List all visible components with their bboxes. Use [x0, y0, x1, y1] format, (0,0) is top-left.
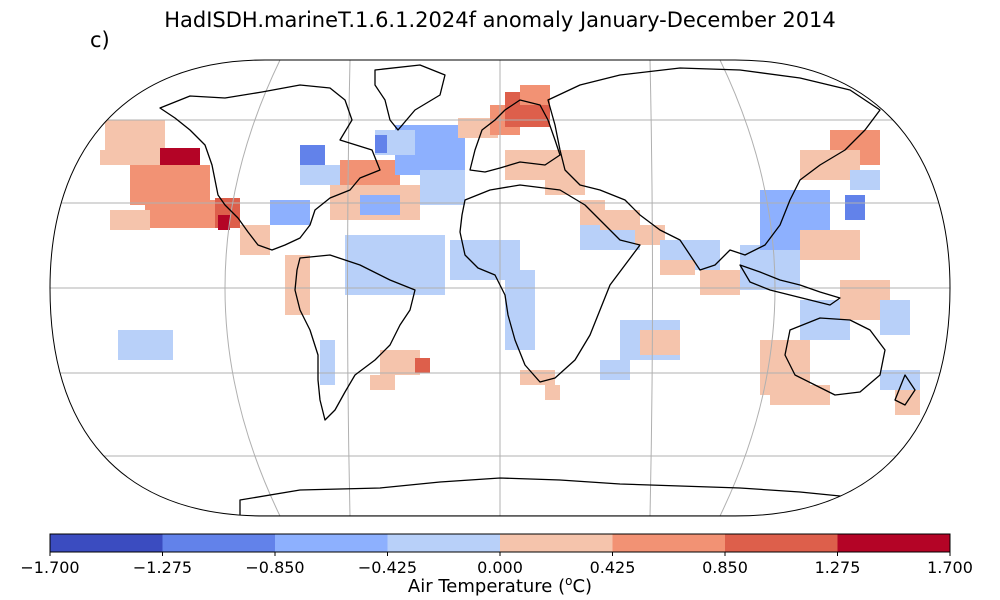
anomaly-cell	[375, 135, 387, 153]
anomaly-cell	[850, 170, 880, 190]
colorbar-tick-label: −1.700	[20, 558, 80, 577]
anomaly-cell	[285, 255, 310, 315]
anomaly-cell	[660, 260, 695, 275]
anomaly-cell	[635, 225, 665, 245]
anomaly-cell	[415, 358, 430, 373]
gridline-lon-60w	[347, 60, 351, 516]
anomaly-cell	[600, 360, 630, 380]
coast-europe	[469, 99, 561, 173]
colorbar-label-prefix: Air Temperature (	[407, 576, 566, 597]
anomaly-cell	[118, 330, 173, 360]
colorbar-segment	[162, 534, 276, 552]
anomaly-cell	[458, 118, 498, 138]
anomaly-cell	[520, 85, 550, 105]
anomaly-cell	[345, 235, 445, 295]
anomaly-cell	[100, 150, 130, 165]
colorbar-segment	[50, 534, 163, 552]
colorbar	[49, 533, 951, 556]
colorbar-label-sup: o	[565, 574, 573, 588]
colorbar-segment	[612, 534, 726, 552]
graticule	[50, 60, 950, 516]
globe-outline	[49, 59, 951, 517]
coast-asia	[547, 67, 881, 271]
panel-label: c)	[90, 28, 110, 52]
gridline-lon-60e	[649, 60, 653, 516]
anomaly-cell	[145, 200, 220, 228]
anomaly-cell	[270, 200, 310, 225]
colorbar-label-suffix: C)	[572, 576, 593, 597]
anomaly-cell	[880, 370, 920, 390]
colorbar-tick-label: 1.700	[927, 558, 973, 577]
colorbar-segment	[387, 534, 501, 552]
anomaly-cell	[300, 165, 340, 185]
anomaly-cell	[845, 195, 865, 220]
anomaly-cell	[600, 210, 640, 230]
anomaly-cell	[520, 370, 555, 385]
coastlines	[159, 64, 916, 516]
coast-north-america	[159, 84, 381, 251]
anomaly-cell	[240, 225, 270, 255]
colorbar-segment	[500, 534, 613, 552]
anomaly-cell	[130, 165, 210, 205]
colorbar-segment	[275, 534, 388, 552]
anomaly-cell	[450, 240, 520, 280]
colorbar-label: Air Temperature (oC)	[0, 574, 1000, 597]
gridline-lon-120w	[224, 60, 281, 516]
colorbar-tick-label: 1.275	[814, 558, 861, 577]
anomaly-cell	[505, 270, 535, 350]
anomaly-cell	[110, 210, 150, 230]
colorbar-tick-label: 0.000	[477, 558, 523, 577]
coast-greenland	[374, 64, 446, 131]
coast-indonesia	[739, 264, 841, 306]
map-title: HadISDH.marineT.1.6.1.2024f anomaly Janu…	[164, 8, 836, 32]
anomaly-cell	[700, 270, 740, 295]
gridline-lon-120e	[719, 60, 776, 516]
anomaly-cell	[370, 375, 395, 390]
coast-australia	[784, 317, 886, 396]
anomaly-cell	[380, 350, 420, 375]
anomaly-cell	[640, 330, 680, 355]
colorbar-tick-label: 0.425	[589, 558, 636, 577]
anomaly-cell	[800, 230, 860, 260]
coast-new-zealand	[894, 374, 916, 406]
colorbar-tick-label: −1.275	[132, 558, 193, 577]
coast-south-america	[294, 254, 416, 421]
colorbar-tick-label: −0.425	[357, 558, 418, 577]
coast-africa	[459, 184, 641, 383]
colorbar-segment	[725, 534, 838, 552]
anomaly-cell	[545, 385, 560, 400]
anomaly-cell	[420, 170, 465, 205]
anomaly-cell	[320, 340, 335, 385]
anomaly-cell	[770, 385, 830, 405]
colorbar-segment	[837, 534, 951, 552]
anomaly-cells	[100, 85, 920, 415]
coast-antarctica	[239, 477, 861, 516]
colorbar-tick-label: 0.850	[702, 558, 748, 577]
anomaly-cell	[218, 215, 230, 230]
anomaly-cell	[360, 195, 400, 215]
colorbar-tick-label: −0.850	[245, 558, 305, 577]
anomaly-cell	[880, 300, 910, 335]
